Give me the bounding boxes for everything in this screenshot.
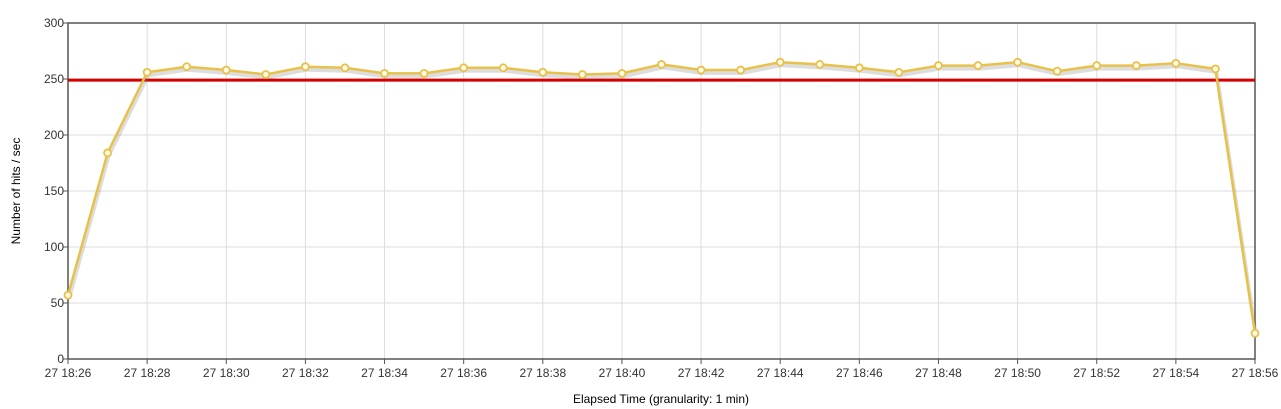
series-hits xyxy=(63,57,1260,338)
x-tick-label: 27 18:38 xyxy=(519,366,566,380)
x-tick-label: 27 18:34 xyxy=(361,366,408,380)
x-tick-label: 27 18:26 xyxy=(45,366,92,380)
x-tick-label: 27 18:52 xyxy=(1073,366,1120,380)
y-tick-label: 150 xyxy=(44,184,64,198)
x-tick-label: 27 18:56 xyxy=(1232,366,1279,380)
x-tick-label: 27 18:44 xyxy=(757,366,804,380)
data-point[interactable] xyxy=(1013,57,1022,67)
x-tick-label: 27 18:48 xyxy=(915,366,962,380)
data-point[interactable] xyxy=(617,69,627,78)
data-point[interactable] xyxy=(973,61,983,70)
series-line xyxy=(66,60,1257,334)
data-point[interactable] xyxy=(894,67,904,77)
x-tick-label: 27 18:36 xyxy=(440,366,487,380)
x-tick-label: 27 18:32 xyxy=(282,366,329,380)
data-point[interactable] xyxy=(103,148,112,158)
data-point[interactable] xyxy=(261,70,271,79)
data-point[interactable] xyxy=(815,60,825,69)
data-point[interactable] xyxy=(340,63,350,73)
data-point[interactable] xyxy=(300,62,310,72)
data-point[interactable] xyxy=(221,65,231,75)
data-point[interactable] xyxy=(1092,61,1102,70)
data-point[interactable] xyxy=(775,57,785,67)
data-point[interactable] xyxy=(419,69,429,78)
y-tick-label: 100 xyxy=(44,240,64,254)
y-tick-label: 200 xyxy=(44,128,64,142)
data-point[interactable] xyxy=(63,290,73,300)
x-tick-label: 27 18:30 xyxy=(203,366,250,380)
x-axis: 27 18:26 27 18:28 27 18:30 27 18:32 27 18:34… xyxy=(45,359,1279,380)
data-point[interactable] xyxy=(696,65,706,75)
x-tick-label: 27 18:46 xyxy=(836,366,883,380)
data-point[interactable] xyxy=(577,70,587,79)
y-axis: 0 50 100 150 200 250 300 xyxy=(44,16,68,366)
data-point[interactable] xyxy=(498,63,508,73)
x-tick-label: 27 18:42 xyxy=(678,366,725,380)
y-tick-label: 0 xyxy=(57,352,64,366)
data-point[interactable] xyxy=(736,65,746,75)
x-tick-label: 27 18:28 xyxy=(124,366,171,380)
data-point[interactable] xyxy=(380,69,389,78)
data-point[interactable] xyxy=(657,60,666,69)
data-point[interactable] xyxy=(854,63,864,73)
data-point[interactable] xyxy=(1250,328,1260,338)
x-tick-label: 27 18:50 xyxy=(994,366,1041,380)
data-point[interactable] xyxy=(459,63,469,73)
data-point[interactable] xyxy=(1211,64,1220,74)
y-tick-label: 250 xyxy=(44,72,64,86)
x-tick-label: 27 18:54 xyxy=(1153,366,1200,380)
data-point[interactable] xyxy=(1131,61,1141,70)
y-tick-label: 50 xyxy=(51,296,65,310)
data-point[interactable] xyxy=(1171,58,1181,68)
data-point[interactable] xyxy=(538,67,548,77)
data-point[interactable] xyxy=(1052,66,1062,76)
x-tick-label: 27 18:40 xyxy=(599,366,646,380)
series-line-shadow xyxy=(67,63,1258,337)
data-point[interactable] xyxy=(182,62,192,72)
x-axis-title: Elapsed Time (granularity: 1 min) xyxy=(573,392,749,406)
y-tick-label: 300 xyxy=(44,16,64,30)
y-axis-title: Number of hits / sec xyxy=(9,138,23,245)
data-point[interactable] xyxy=(142,67,152,77)
data-point[interactable] xyxy=(934,61,943,70)
